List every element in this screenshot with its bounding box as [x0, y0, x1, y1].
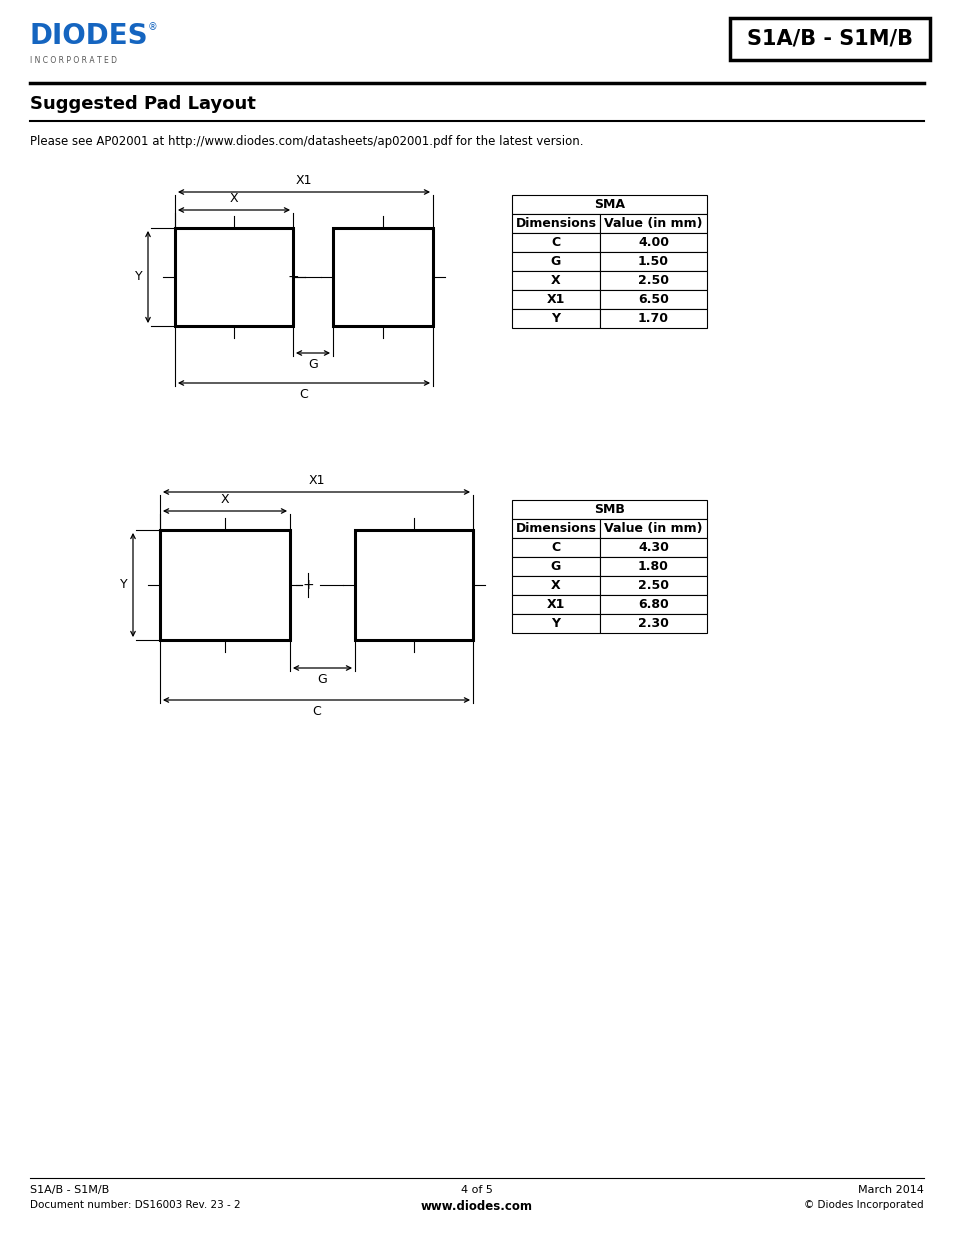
Text: X: X	[220, 493, 229, 506]
Text: C: C	[551, 541, 560, 555]
Text: G: G	[308, 358, 317, 370]
Text: www.diodes.com: www.diodes.com	[420, 1200, 533, 1213]
Text: +: +	[287, 270, 298, 284]
Bar	[512, 252, 599, 270]
Bar	[599, 290, 706, 309]
Text: Please see AP02001 at http://www.diodes.com/datasheets/ap02001.pdf for the lates: Please see AP02001 at http://www.diodes.…	[30, 135, 583, 148]
Bar	[599, 233, 706, 252]
Bar	[599, 614, 706, 634]
Text: Y: Y	[551, 618, 560, 630]
Text: © Diodes Incorporated: © Diodes Incorporated	[803, 1200, 923, 1210]
Text: 1.80: 1.80	[638, 559, 668, 573]
Bar	[512, 214, 599, 233]
Text: Y: Y	[120, 578, 128, 592]
Text: 6.50: 6.50	[638, 293, 668, 306]
Bar	[512, 290, 599, 309]
Text: Dimensions: Dimensions	[515, 522, 596, 535]
Bar	[599, 309, 706, 329]
Text: SMB: SMB	[594, 503, 624, 516]
Bar	[512, 614, 599, 634]
Bar	[599, 270, 706, 290]
Text: Dimensions: Dimensions	[515, 217, 596, 230]
Bar	[599, 557, 706, 576]
Bar	[729, 19, 929, 61]
Text: X1: X1	[546, 598, 564, 611]
Text: 2.30: 2.30	[638, 618, 668, 630]
Text: S1A/B - S1M/B: S1A/B - S1M/B	[746, 28, 912, 49]
Bar	[599, 214, 706, 233]
Bar	[512, 309, 599, 329]
Text: DIODES: DIODES	[30, 22, 149, 49]
Text: X1: X1	[308, 474, 324, 487]
Bar	[599, 576, 706, 595]
Text: X: X	[230, 191, 238, 205]
Text: Y: Y	[135, 270, 143, 284]
Bar	[512, 195, 706, 214]
Text: Y: Y	[551, 312, 560, 325]
Text: X1: X1	[295, 174, 312, 186]
Text: 2.50: 2.50	[638, 274, 668, 287]
Text: 2.50: 2.50	[638, 579, 668, 592]
Bar	[599, 519, 706, 538]
Bar	[160, 530, 290, 640]
Bar	[599, 595, 706, 614]
Bar	[599, 252, 706, 270]
Text: Document number: DS16003 Rev. 23 - 2: Document number: DS16003 Rev. 23 - 2	[30, 1200, 240, 1210]
Text: Value (in mm): Value (in mm)	[603, 217, 702, 230]
Bar	[512, 595, 599, 614]
Bar	[355, 530, 473, 640]
Text: +: +	[302, 578, 314, 592]
Bar	[333, 228, 433, 326]
Text: 1.50: 1.50	[638, 254, 668, 268]
Text: 4.30: 4.30	[638, 541, 668, 555]
Text: Suggested Pad Layout: Suggested Pad Layout	[30, 95, 255, 112]
Text: G: G	[550, 559, 560, 573]
Bar	[512, 538, 599, 557]
Text: 4 of 5: 4 of 5	[460, 1186, 493, 1195]
Text: S1A/B - S1M/B: S1A/B - S1M/B	[30, 1186, 110, 1195]
Text: 6.80: 6.80	[638, 598, 668, 611]
Bar	[512, 519, 599, 538]
Text: C: C	[312, 705, 320, 718]
Bar	[512, 270, 599, 290]
Text: G: G	[317, 673, 327, 685]
Text: 4.00: 4.00	[638, 236, 668, 249]
Text: G: G	[550, 254, 560, 268]
Text: SMA: SMA	[594, 198, 624, 211]
Text: C: C	[551, 236, 560, 249]
Text: Value (in mm): Value (in mm)	[603, 522, 702, 535]
Bar	[512, 576, 599, 595]
Text: C: C	[299, 388, 308, 401]
Text: March 2014: March 2014	[858, 1186, 923, 1195]
Bar	[512, 500, 706, 519]
Text: I N C O R P O R A T E D: I N C O R P O R A T E D	[30, 56, 117, 65]
Bar	[174, 228, 293, 326]
Bar	[512, 557, 599, 576]
Text: 1.70: 1.70	[638, 312, 668, 325]
Bar	[599, 538, 706, 557]
Text: X: X	[551, 274, 560, 287]
Text: ®: ®	[148, 22, 157, 32]
Text: X1: X1	[546, 293, 564, 306]
Bar	[512, 233, 599, 252]
Text: X: X	[551, 579, 560, 592]
